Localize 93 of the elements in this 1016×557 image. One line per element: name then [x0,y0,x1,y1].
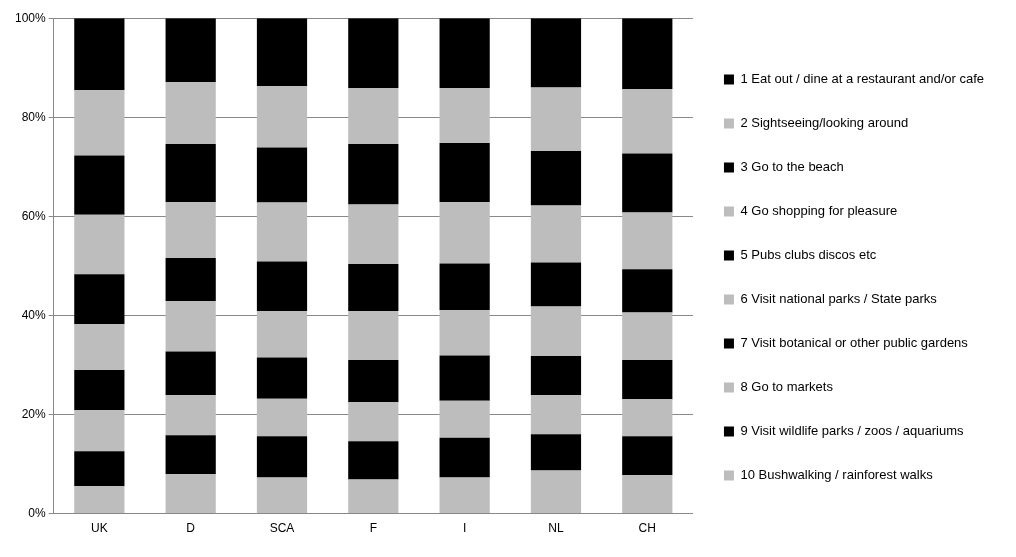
bar [256,310,308,358]
bar [622,18,673,90]
bar [348,441,399,480]
bar [74,410,125,452]
bar [165,435,216,474]
y-tick-label: 0% [28,505,47,520]
bar [348,144,399,205]
legend-label: 7 Visit botanical or other public gardens [740,335,969,351]
y-tick-label: 100% [14,10,47,25]
bar [165,395,216,436]
bar [622,89,673,154]
y-tick-label: 80% [21,109,47,124]
y-tick-label: 60% [21,208,47,223]
x-tick-label: UK [91,521,108,536]
x-tick-label: SCA [269,521,295,536]
bar [530,306,582,357]
bar [439,143,490,202]
legend-label: 3 Go to the beach [740,159,844,175]
bar [439,437,490,478]
bar [74,155,125,215]
bar [256,436,308,478]
bar [530,205,582,263]
bar [439,355,490,401]
bar [74,274,125,325]
bar [256,86,308,148]
bar [530,395,582,435]
bar [530,262,582,307]
y-tick-label: 40% [21,307,47,322]
legend-label: 10 Bushwalking / rainforest walks [740,467,934,483]
bar [165,201,216,258]
bar [165,473,216,514]
bar [165,257,216,302]
bar [256,357,308,399]
bar [530,87,582,151]
bar [74,451,125,487]
bar [439,263,490,310]
bar [256,147,308,203]
legend-label: 2 Sightseeing/looking around [740,115,909,131]
bar [530,356,582,396]
bar [439,400,490,438]
bar [622,474,673,514]
bar [256,398,308,437]
legend-label: 4 Go shopping for pleasure [740,203,898,219]
bar [348,310,399,361]
bar [256,202,308,262]
bar [530,434,582,471]
bar [348,204,399,264]
y-tick-label: 20% [21,406,47,421]
bar [348,402,399,442]
bar [439,88,490,144]
bar [74,324,125,370]
bar [165,144,216,202]
bar [256,261,308,311]
bar [439,309,490,356]
bar [74,18,125,91]
bar [439,18,490,89]
bar [74,369,125,411]
x-tick-label: I [462,521,467,536]
bar [439,477,490,514]
bar [256,477,308,514]
bar [622,312,673,361]
legend-label: 5 Pubs clubs discos etc [740,247,877,263]
bar [74,90,125,156]
legend-label: 1 Eat out / dine at a restaurant and/or cafe [740,71,984,87]
bar [622,399,673,437]
bar [622,436,673,475]
x-tick-label: CH [638,521,656,536]
bar [622,153,673,213]
bar [74,486,125,514]
bar [348,18,399,89]
bar [530,150,582,206]
x-tick-label: F [369,521,377,536]
bar [530,18,582,88]
bar [165,82,216,145]
bar [165,18,216,83]
bar [348,263,399,311]
bar [348,88,399,145]
bar [439,201,490,264]
bar [348,360,399,403]
bar [74,214,125,275]
x-tick-label: D [186,521,196,536]
bar [530,470,582,514]
bar [622,269,673,313]
bar [165,351,216,396]
x-tick-label: NL [548,521,564,536]
bar [256,18,308,87]
legend-label: 8 Go to markets [740,379,834,395]
bar [622,212,673,270]
bar [622,360,673,400]
legend-label: 6 Visit national parks / State parks [740,291,938,307]
bar [348,479,399,514]
bar [165,301,216,352]
legend-label: 9 Visit wildlife parks / zoos / aquariums [740,423,964,439]
